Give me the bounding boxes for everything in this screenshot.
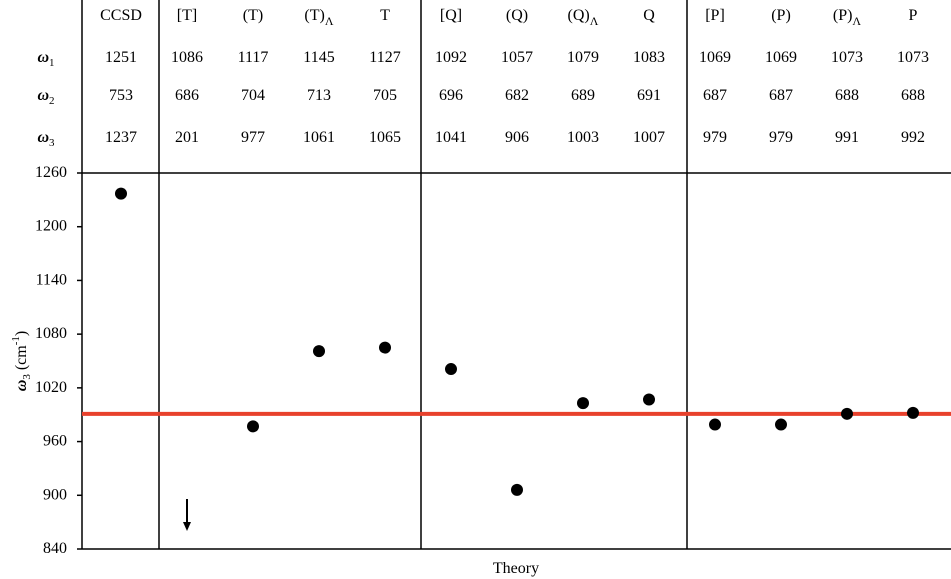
column-header: Q bbox=[643, 7, 655, 24]
table-cell: 705 bbox=[373, 87, 397, 104]
table-cell: 1079 bbox=[567, 49, 599, 66]
column-header: (T) bbox=[243, 7, 263, 24]
table-cell: 682 bbox=[505, 87, 529, 104]
table-cell: 687 bbox=[703, 87, 727, 104]
table-cell: 1127 bbox=[369, 49, 400, 66]
table-cell: 713 bbox=[307, 87, 331, 104]
y-tick-label: 1200 bbox=[35, 217, 67, 234]
table-cell: 1057 bbox=[501, 49, 533, 66]
column-header: CCSD bbox=[100, 7, 142, 24]
y-axis-label: ω3​ (cm-1​) bbox=[10, 331, 33, 391]
table-cell: 1073 bbox=[897, 49, 929, 66]
table-cell: 688 bbox=[901, 87, 925, 104]
table-cell: 691 bbox=[637, 87, 661, 104]
table-cell: 1251 bbox=[105, 49, 137, 66]
table-cell: 992 bbox=[901, 129, 925, 146]
column-header: T bbox=[380, 7, 390, 24]
table-cell: 906 bbox=[505, 129, 529, 146]
column-header: (Q)Λ​ bbox=[568, 7, 599, 28]
point bbox=[313, 345, 325, 358]
point bbox=[907, 406, 919, 419]
y-tick-label: 1260 bbox=[35, 164, 67, 181]
y-tick-label: 960 bbox=[43, 432, 67, 449]
column-header: (P) bbox=[771, 7, 791, 24]
column-header: [Q] bbox=[440, 7, 462, 24]
point bbox=[247, 420, 259, 433]
table-cell: 1069 bbox=[765, 49, 797, 66]
y-tick-label: 900 bbox=[43, 486, 67, 503]
column-header: [T] bbox=[177, 7, 197, 24]
point bbox=[709, 418, 721, 431]
column-header: [P] bbox=[705, 7, 725, 24]
x-axis-label: Theory bbox=[493, 560, 539, 577]
table-cell: 1007 bbox=[633, 129, 665, 146]
column-header: (P)Λ​ bbox=[833, 7, 862, 28]
y-tick-label: 1140 bbox=[36, 271, 67, 288]
column-header: (T)Λ​ bbox=[304, 7, 333, 28]
point bbox=[511, 483, 523, 496]
table-cell: 1069 bbox=[699, 49, 731, 66]
table-cell: 689 bbox=[571, 87, 595, 104]
point bbox=[643, 393, 655, 406]
off-scale-arrow bbox=[183, 499, 191, 531]
y-tick-label: 1080 bbox=[35, 325, 67, 342]
column-header: P bbox=[909, 7, 918, 24]
table-cell: 991 bbox=[835, 129, 859, 146]
table-cell: 686 bbox=[175, 87, 199, 104]
table-cell: 704 bbox=[241, 87, 265, 104]
table-cell: 979 bbox=[703, 129, 727, 146]
point bbox=[445, 363, 457, 376]
table-cell: 696 bbox=[439, 87, 463, 104]
table-cell: 1086 bbox=[171, 49, 203, 66]
table-cell: 201 bbox=[175, 129, 199, 146]
table-cell: 1092 bbox=[435, 49, 467, 66]
row-label: ω3​ bbox=[37, 129, 55, 149]
table-cell: 1083 bbox=[633, 49, 665, 66]
table-cell: 1237 bbox=[105, 129, 137, 146]
table-cell: 1073 bbox=[831, 49, 863, 66]
table-cell: 687 bbox=[769, 87, 793, 104]
table-cell: 753 bbox=[109, 87, 133, 104]
point bbox=[841, 407, 853, 420]
table-cell: 1065 bbox=[369, 129, 401, 146]
table-cell: 1061 bbox=[303, 129, 335, 146]
table-cell: 977 bbox=[241, 129, 265, 146]
row-label: ω1​ bbox=[37, 49, 54, 69]
point bbox=[379, 341, 391, 354]
table-cell: 1003 bbox=[567, 129, 599, 146]
table-cell: 1145 bbox=[303, 49, 334, 66]
table-cell: 979 bbox=[769, 129, 793, 146]
row-label: ω2​ bbox=[37, 87, 54, 107]
point bbox=[577, 397, 589, 410]
column-header: (Q) bbox=[506, 7, 528, 24]
y-tick-label: 840 bbox=[43, 540, 67, 557]
point bbox=[775, 418, 787, 431]
y-tick-label: 1020 bbox=[35, 379, 67, 396]
table-cell: 688 bbox=[835, 87, 859, 104]
table-cell: 1117 bbox=[238, 49, 269, 66]
point bbox=[115, 187, 127, 200]
table-cell: 1041 bbox=[435, 129, 467, 146]
